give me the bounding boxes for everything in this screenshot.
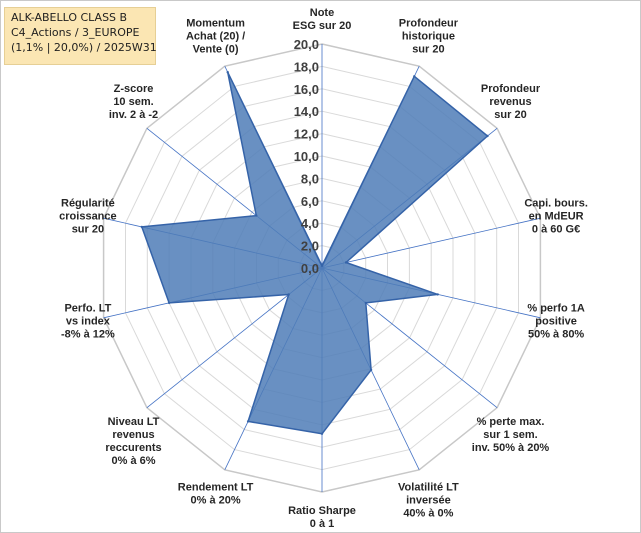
axis-label: vs index: [66, 316, 111, 328]
axis-label: historique: [402, 30, 455, 42]
axis-label: -8% à 12%: [61, 329, 115, 341]
axis-label: Momentum: [186, 17, 245, 29]
tick-label: 4,0: [301, 216, 319, 231]
axis-label: en MdEUR: [529, 211, 584, 223]
tick-label: 20,0: [294, 37, 319, 52]
axis-label: sur 20: [72, 224, 104, 236]
axis-label: Z-score: [114, 83, 154, 95]
axis-label: 0% à 20%: [191, 495, 241, 507]
axis-label: inv. 50% à 20%: [472, 442, 550, 454]
axis-label: 0 à 60 G€: [532, 224, 580, 236]
axis-label: Note: [310, 7, 334, 19]
data-point: [246, 420, 250, 423]
data-point: [436, 293, 439, 296]
tick-label: 8,0: [301, 171, 319, 186]
axis-label: inv. 2 à -2: [109, 109, 158, 121]
tick-label: 10,0: [294, 149, 319, 164]
axis-label: Volatilité LT: [398, 482, 459, 494]
tick-label: 12,0: [294, 127, 319, 142]
tick-label: 6,0: [301, 194, 319, 209]
axis-label: sur 20: [412, 43, 444, 55]
axis-label: revenus: [489, 96, 531, 108]
title-line-2: C4_Actions / 3_EUROPE: [11, 26, 140, 39]
spoke: [321, 217, 541, 269]
axis-label: Profondeur: [399, 17, 459, 29]
axis-label: 0% à 6%: [111, 455, 155, 467]
axis-label: Achat (20) /: [186, 30, 245, 42]
data-point: [369, 368, 373, 372]
axis-label: inversée: [406, 495, 451, 507]
axis-label: sur 20: [494, 109, 526, 121]
tick-label: 16,0: [294, 82, 319, 97]
axis-label: 40% à 0%: [403, 508, 453, 520]
title-line-1: ALK-ABELLO CLASS B: [11, 11, 128, 24]
axis-label: Régularité: [61, 198, 115, 210]
axis-label: 10 sem.: [113, 96, 153, 108]
axis-label: positive: [535, 316, 577, 328]
axis-label: Perfo. LT: [64, 303, 111, 315]
data-point: [140, 225, 143, 229]
axis-label: ESG sur 20: [293, 20, 352, 32]
data-point: [344, 261, 348, 264]
axis-label: sur 1 sem.: [483, 429, 537, 441]
data-point: [167, 301, 171, 305]
axis-label: Vente (0): [193, 43, 239, 55]
data-point: [255, 214, 258, 217]
axis-label: Capi. bours.: [524, 198, 588, 210]
axis-label: % perfo 1A: [527, 303, 585, 315]
chart-title-box: ALK-ABELLO CLASS B C4_Actions / 3_EUROPE…: [4, 7, 157, 65]
tick-labels: 0,0 2,0 4,0 6,0 8,0 10,0 12,0 14,0 16,0 18,0 20,0: [294, 37, 319, 276]
axis-label: Rendement LT: [178, 482, 254, 494]
tick-label: 14,0: [294, 104, 319, 119]
axis-label: 50% à 80%: [528, 329, 584, 341]
data-point: [320, 264, 324, 267]
axis-label: % perte max.: [477, 416, 545, 428]
axis-label: croissance: [59, 211, 116, 223]
data-point: [486, 134, 489, 138]
data-points: [140, 71, 489, 435]
data-point: [320, 432, 324, 435]
tick-label: 18,0: [294, 59, 319, 74]
data-point: [364, 301, 367, 305]
tick-label: 2,0: [301, 239, 319, 254]
axis-label: Profondeur: [481, 83, 541, 95]
axis-label: Niveau LT: [108, 416, 160, 428]
data-point: [226, 71, 229, 74]
axis-label: reccurents: [105, 442, 161, 454]
data-point: [287, 293, 290, 296]
axis-label: revenus: [112, 429, 154, 441]
axis-label: Ratio Sharpe: [288, 505, 356, 517]
title-line-3: (1,1% | 20,0%) / 2025W31: [11, 41, 157, 54]
data-point: [413, 75, 416, 78]
axis-label: 0 à 1: [310, 518, 334, 530]
tick-label: 0,0: [301, 261, 319, 276]
